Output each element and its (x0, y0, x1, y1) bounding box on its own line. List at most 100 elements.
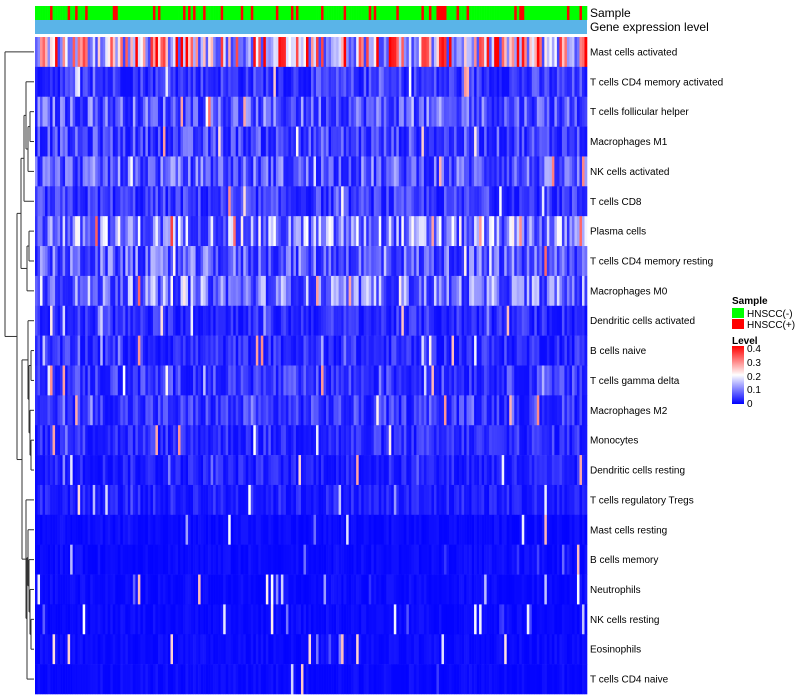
heatmap-cell (371, 246, 375, 277)
heatmap-cell (486, 216, 490, 247)
heatmap-cell (150, 126, 154, 157)
heatmap-cell (87, 604, 91, 635)
heatmap-cell (223, 604, 226, 635)
expression-level-track (35, 20, 587, 34)
heatmap-cell (107, 156, 111, 187)
heatmap-cell (117, 544, 121, 575)
heatmap-cell (529, 365, 533, 396)
heatmap-cell (105, 156, 109, 187)
heatmap-cell (416, 484, 420, 516)
heatmap-cell (295, 514, 299, 545)
heatmap-cell (524, 395, 528, 426)
heatmap-cell (180, 514, 184, 545)
heatmap-cell (554, 395, 558, 426)
sample-annotation-cell (564, 6, 568, 20)
heatmap-cell (275, 275, 279, 307)
heatmap-cell (135, 514, 139, 545)
heatmap-cell (130, 574, 134, 605)
heatmap-cell (466, 96, 470, 127)
heatmap-cell (218, 335, 221, 366)
heatmap-cell (165, 275, 169, 307)
heatmap-cell (293, 574, 297, 605)
heatmap-cell (529, 514, 533, 545)
heatmap-cell (521, 455, 525, 486)
heatmap-cell (85, 455, 88, 486)
heatmap-cell (122, 544, 126, 575)
heatmap-cell (361, 186, 364, 217)
heatmap-cell (115, 246, 119, 277)
heatmap-cell (208, 216, 211, 247)
heatmap-cell (170, 96, 174, 127)
heatmap-cell (489, 37, 492, 68)
heatmap-cell (549, 484, 553, 516)
heatmap-cell (516, 246, 520, 277)
heatmap-cell (185, 186, 189, 217)
heatmap-cell (60, 126, 63, 157)
heatmap-cell (160, 455, 164, 486)
heatmap-cell (313, 335, 317, 366)
heatmap-cell (308, 216, 312, 247)
heatmap-cell (328, 275, 332, 307)
heatmap-cell (35, 455, 38, 486)
heatmap-cell (75, 96, 78, 127)
heatmap-cell (263, 126, 267, 157)
heatmap-cell (193, 216, 196, 247)
heatmap-cell (265, 305, 269, 336)
heatmap-cell (230, 66, 234, 98)
heatmap-cell (521, 335, 525, 366)
heatmap-cell (290, 186, 294, 217)
heatmap-cell (298, 484, 302, 516)
sample-annotation-cell (534, 6, 538, 20)
heatmap-cell (499, 604, 502, 635)
heatmap-cell (150, 186, 154, 217)
heatmap-cell (303, 604, 307, 635)
heatmap-cell (554, 305, 558, 336)
heatmap-cell (37, 246, 41, 277)
heatmap-cell (102, 335, 106, 366)
heatmap-cell (90, 455, 94, 486)
heatmap-cell (75, 425, 78, 456)
heatmap-cell (428, 335, 432, 366)
heatmap-cell (35, 425, 38, 456)
heatmap-cell (293, 335, 297, 366)
heatmap-cell (263, 604, 267, 635)
heatmap-cell (100, 66, 104, 98)
heatmap-cell (496, 634, 500, 665)
heatmap-cell (285, 514, 289, 545)
heatmap-cell (173, 246, 176, 277)
heatmap-cell (569, 634, 573, 665)
heatmap-cell (438, 484, 442, 516)
heatmap-cell (328, 37, 332, 68)
heatmap-cell (210, 395, 214, 426)
heatmap-cell (534, 455, 538, 486)
heatmap-cell (371, 126, 375, 157)
heatmap-cell (110, 634, 114, 665)
heatmap-cell (87, 186, 91, 217)
heatmap-cell (100, 156, 104, 187)
heatmap-cell (499, 246, 502, 277)
heatmap-cell (431, 66, 435, 98)
heatmap-cell (102, 514, 106, 545)
heatmap-cell (65, 216, 68, 247)
heatmap-cell (481, 604, 485, 635)
heatmap-cell (398, 365, 402, 396)
heatmap-cell (416, 216, 420, 247)
heatmap-cell (273, 574, 277, 605)
heatmap-cell (459, 305, 462, 336)
heatmap-cell (300, 96, 304, 127)
heatmap-cell (371, 544, 375, 575)
heatmap-cell (167, 664, 171, 695)
heatmap-cell (456, 275, 460, 307)
heatmap-cell (411, 335, 415, 366)
heatmap-cell (132, 484, 136, 516)
heatmap-cell (323, 126, 327, 157)
heatmap-cell (265, 484, 269, 516)
heatmap-cell (506, 37, 510, 68)
heatmap-cell (506, 246, 510, 277)
heatmap-cell (250, 455, 254, 486)
heatmap-cell (157, 395, 161, 426)
heatmap-cell (348, 275, 352, 307)
heatmap-cell (283, 604, 287, 635)
heatmap-cell (328, 425, 332, 456)
heatmap-cell (102, 305, 106, 336)
